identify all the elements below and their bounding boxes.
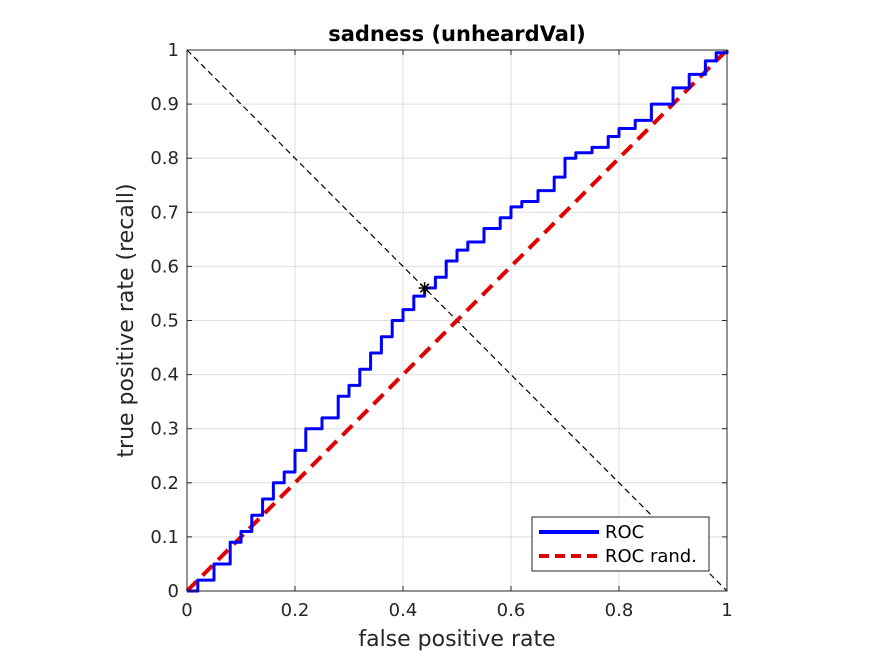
operating-point-marker (418, 282, 431, 295)
y-tick-label: 0.8 (150, 148, 179, 169)
tick-layer: 0 0.2 0.4 0.6 0.8 1 0 0.1 0.2 0.3 0.4 0.5 0.6 0.7 0.8 0… (150, 40, 732, 621)
series-line-roc-rand (185, 48, 729, 593)
y-tick-label: 0.7 (150, 202, 179, 223)
y-tick-label: 0.4 (150, 365, 179, 386)
y-tick-label: 0.3 (150, 419, 179, 440)
y-tick-label: 0.1 (150, 527, 179, 548)
x-tick-label: 0 (181, 600, 192, 621)
x-tick-label: 0.4 (389, 600, 418, 621)
y-axis-label: true positive rate (recall) (114, 183, 139, 457)
y-tick-label: 0 (168, 581, 179, 602)
y-tick-label: 0.9 (150, 94, 179, 115)
series-layer (185, 48, 729, 593)
y-tick-label: 0.2 (150, 473, 179, 494)
label-layer: sadness (unheardVal) false positive rate… (114, 22, 586, 652)
legend-label-roc: ROC (605, 522, 644, 543)
x-axis-label: false positive rate (358, 627, 555, 652)
x-tick-label: 0.2 (281, 600, 310, 621)
series-line-roc (187, 50, 729, 593)
y-tick-label: 0.6 (150, 256, 179, 277)
legend-box (531, 516, 710, 572)
legend-label-roc-rand: ROC rand. (605, 546, 697, 567)
x-tick-label: 1 (721, 600, 732, 621)
y-tick-label: 1 (168, 40, 179, 61)
marker-stroke (419, 283, 430, 293)
legend: ROC ROC rand. (531, 516, 710, 572)
y-tick-label: 0.5 (150, 311, 179, 332)
chart-title: sadness (unheardVal) (328, 22, 586, 46)
x-tick-label: 0.8 (605, 600, 634, 621)
x-tick-label: 0.6 (497, 600, 526, 621)
